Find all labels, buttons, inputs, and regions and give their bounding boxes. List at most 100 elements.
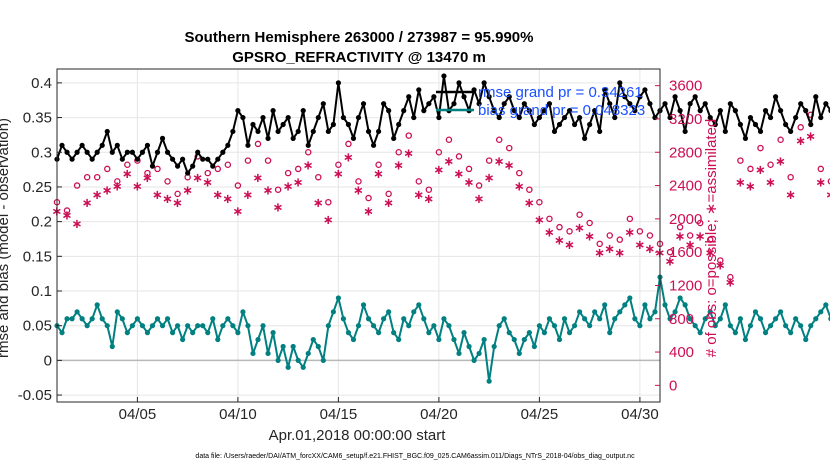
bias-point xyxy=(722,302,728,308)
rmse-point xyxy=(531,121,537,128)
assimilated-obs-marker: ∗ xyxy=(484,171,495,186)
rmse-point xyxy=(692,94,698,100)
rmse-point xyxy=(441,73,447,79)
bias-point xyxy=(376,330,382,336)
rmse-point xyxy=(370,142,377,148)
assimilated-obs-marker: ∗ xyxy=(232,205,243,220)
rmse-point xyxy=(270,108,276,114)
rmse-point xyxy=(592,108,598,114)
bias-point xyxy=(737,316,744,322)
rmse-point xyxy=(416,87,422,93)
rmse-point xyxy=(295,128,301,135)
possible-obs-marker xyxy=(204,169,211,177)
assimilated-obs-marker: ∗ xyxy=(242,188,253,203)
possible-obs-marker xyxy=(737,157,744,164)
possible-obs-marker xyxy=(274,186,282,193)
rmse-point xyxy=(69,156,75,162)
bias-point xyxy=(355,323,362,329)
assimilated-obs-marker: ∗ xyxy=(574,221,585,236)
obs-count-series: ∗ ∗∗∗∗ ∗ ∗∗∗∗∗ ∗ ∗∗∗ ∗∗ ∗∗∗∗∗∗∗ ∗∗∗∗∗∗∗∗∗∗∗∗∗ ∗∗∗… xyxy=(52,111,830,290)
bias-point xyxy=(431,323,437,329)
rmse-point xyxy=(722,128,728,135)
bias-point xyxy=(767,323,774,329)
bias-point xyxy=(617,309,623,315)
bias-point xyxy=(235,330,241,336)
rmse-point xyxy=(813,94,819,100)
rmse-point xyxy=(456,80,462,86)
bias-point xyxy=(757,316,764,322)
rmse-point xyxy=(235,108,241,114)
bias-point xyxy=(335,295,341,301)
possible-obs-marker xyxy=(817,165,825,173)
bias-point xyxy=(466,343,472,350)
assimilated-obs-marker: ∗ xyxy=(192,171,203,186)
possible-obs-marker xyxy=(485,157,493,164)
possible-obs-marker xyxy=(526,186,533,193)
bias-point xyxy=(536,323,543,329)
possible-obs-marker xyxy=(757,144,764,152)
possible-obs-marker xyxy=(777,136,784,144)
bias-point xyxy=(255,336,261,343)
rmse-point xyxy=(365,128,372,135)
rmse-point xyxy=(582,135,588,141)
rmse-point xyxy=(536,114,543,121)
bias-point xyxy=(727,323,733,329)
rmse-point xyxy=(149,163,156,169)
bias-point xyxy=(662,302,668,308)
possible-obs-marker xyxy=(566,228,573,235)
bias-point xyxy=(84,323,90,329)
rmse-point xyxy=(617,80,623,86)
legend-bias-label: bias grand pr = 0.048323 xyxy=(478,102,645,119)
bias-point xyxy=(225,316,231,322)
possible-obs-marker xyxy=(325,198,332,206)
x-tick-label: 04/05 xyxy=(119,406,157,423)
bias-point xyxy=(411,309,417,315)
possible-obs-marker xyxy=(124,161,131,168)
assimilated-obs-marker: ∗ xyxy=(765,175,776,190)
bias-point xyxy=(471,357,477,363)
bias-point xyxy=(89,316,95,322)
rmse-point xyxy=(180,156,186,162)
assimilated-obs-marker: ∗ xyxy=(725,275,736,290)
rmse-point xyxy=(185,170,191,176)
bias-point xyxy=(587,323,593,329)
possible-obs-marker xyxy=(214,165,222,173)
assimilated-obs-marker: ∗ xyxy=(222,192,233,207)
rmse-point xyxy=(672,94,678,100)
rmse-point xyxy=(521,101,527,107)
possible-obs-marker xyxy=(797,124,804,131)
rmse-point xyxy=(476,101,482,107)
assimilated-obs-marker: ∗ xyxy=(564,238,575,253)
possible-obs-marker xyxy=(355,178,362,185)
possible-obs-marker xyxy=(335,161,342,168)
bias-point xyxy=(74,309,80,315)
bias-point xyxy=(677,295,683,301)
bias-point xyxy=(707,309,713,315)
rmse-point xyxy=(808,121,814,128)
bias-point xyxy=(270,330,276,336)
bias-point xyxy=(702,316,708,322)
assimilated-obs-marker: ∗ xyxy=(785,188,796,203)
rmse-point xyxy=(632,108,638,114)
bias-point xyxy=(185,323,191,329)
bias-point xyxy=(190,330,196,336)
assimilated-obs-marker: ∗ xyxy=(735,175,746,190)
assimilated-obs-marker: ∗ xyxy=(363,205,374,220)
possible-obs-marker xyxy=(767,161,774,168)
bias-point xyxy=(607,330,613,336)
rmse-point xyxy=(516,114,522,121)
possible-obs-marker xyxy=(315,173,322,181)
y-right-tick-label: 800 xyxy=(669,311,694,328)
rmse-point xyxy=(320,101,326,107)
assimilated-obs-marker: ∗ xyxy=(313,196,324,211)
bias-point xyxy=(622,302,628,308)
rmse-point xyxy=(677,108,683,114)
chart-title-line2: GPSRO_REFRACTIVITY @ 13470 m xyxy=(232,49,486,66)
assimilated-obs-marker: ∗ xyxy=(273,200,284,215)
bias-point xyxy=(506,330,512,336)
assimilated-obs-marker: ∗ xyxy=(353,184,364,199)
bias-point xyxy=(119,316,125,322)
possible-obs-marker xyxy=(455,153,463,160)
rmse-point xyxy=(94,149,100,155)
bias-point xyxy=(416,302,422,308)
